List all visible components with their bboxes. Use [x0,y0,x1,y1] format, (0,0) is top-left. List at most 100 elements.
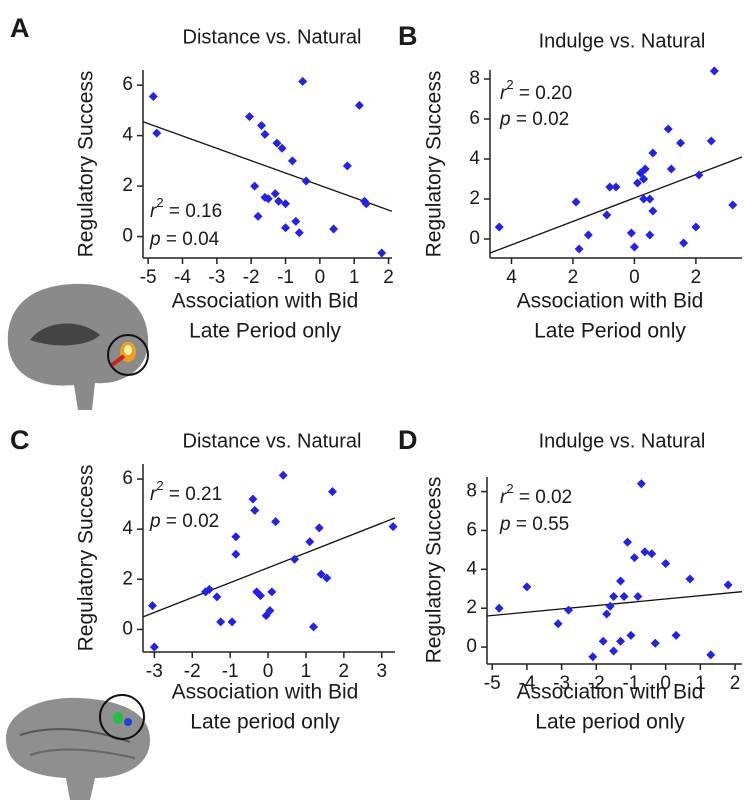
data-point [288,156,297,165]
r-power: 2 [506,77,513,92]
fit-line [143,518,395,617]
panel-letter: B [398,21,418,51]
x-axis-label: Association with Bid [517,290,704,313]
y-tick-label: 4 [466,558,477,579]
data-point [231,550,240,559]
data-point [602,610,611,619]
r-squared: r2 = 0.16 [150,195,222,222]
data-point [623,538,632,547]
data-point [343,161,352,170]
r-power: 2 [156,195,163,210]
r-value: = 0.21 [164,484,223,505]
data-point [271,517,280,526]
data-point [616,576,625,585]
data-point [522,582,531,591]
data-point [645,231,654,240]
data-point [495,223,504,232]
data-point [667,165,676,174]
panel: BIndulge vs. NaturalRegulatory SuccessAs… [398,21,742,342]
x-tick-label: 1 [695,673,706,694]
x-tick-label: -5 [484,673,501,694]
data-point [616,637,625,646]
panel-letter: A [10,13,30,43]
x-axis-label: Late period only [535,711,685,734]
data-point [302,177,311,186]
data-point [149,92,158,101]
y-tick-label: 2 [122,175,133,196]
x-axis-label: Late period only [190,711,340,734]
data-point [602,211,611,220]
data-point [612,183,621,192]
p-symbol: p [149,229,161,250]
y-tick-label: 6 [469,108,480,129]
r-value: = 0.20 [514,83,573,104]
data-point [633,592,642,601]
data-point [588,652,597,661]
p-value: p = 0.55 [499,514,569,535]
x-tick-label: -2 [588,673,605,694]
data-point [651,639,660,648]
data-point [291,217,300,226]
data-point [676,139,685,148]
x-tick-label: -3 [146,661,163,682]
x-tick-label: 2 [730,673,741,694]
x-tick-label: -3 [208,267,225,288]
x-tick-label: -2 [184,661,201,682]
data-point [664,125,673,134]
y-tick-label: 4 [469,148,480,169]
x-axis-label: Association with Bid [517,681,704,704]
y-tick-label: 0 [469,228,480,249]
data-point [706,650,715,659]
panel-letter: D [398,425,418,455]
data-point [672,631,681,640]
data-point [647,549,656,558]
r-value: = 0.16 [164,201,223,222]
x-tick-label: 3 [376,661,387,682]
data-point [148,601,157,610]
figure: ADistance vs. NaturalRegulatory SuccessA… [0,0,745,801]
data-point [679,239,688,248]
fit-line [490,157,742,253]
data-point [728,201,737,210]
x-tick-label: 2 [339,661,350,682]
x-tick-label: 2 [568,267,579,288]
data-point [626,631,635,640]
p-value: p = 0.02 [499,109,569,130]
data-point [315,523,324,532]
data-point [710,67,719,76]
data-point [564,606,573,615]
x-tick-label: -3 [553,673,570,694]
data-point [295,228,304,237]
y-tick-label: 0 [122,226,133,247]
p-value: p = 0.04 [149,229,220,250]
y-axis-label: Regulatory Success [75,465,98,652]
data-point [271,189,280,198]
x-tick-label: -1 [623,673,640,694]
r-value: = 0.02 [514,487,573,508]
y-tick-label: 0 [122,618,133,639]
data-point [150,642,159,651]
data-point [620,592,629,601]
x-tick-label: -1 [277,267,294,288]
data-point [212,592,221,601]
x-tick-label: -2 [243,267,260,288]
data-point [554,619,563,628]
chart-title: Indulge vs. Natural [539,430,706,452]
data-point [260,130,269,139]
x-axis-label: Late Period only [189,320,341,343]
data-point [630,553,639,562]
y-axis-label: Regulatory Success [75,71,98,258]
p-symbol: p [499,514,511,535]
y-tick-label: 6 [466,519,477,540]
data-point [627,229,636,238]
data-point [648,149,657,158]
data-point [152,129,161,138]
p-text: = 0.02 [511,109,570,130]
data-point [377,248,386,257]
y-tick-label: 2 [469,188,480,209]
x-axis-label: Association with Bid [172,681,359,704]
r-squared: r2 = 0.20 [500,77,572,104]
x-tick-label: 2 [691,267,702,288]
panel-letter: C [10,425,30,455]
